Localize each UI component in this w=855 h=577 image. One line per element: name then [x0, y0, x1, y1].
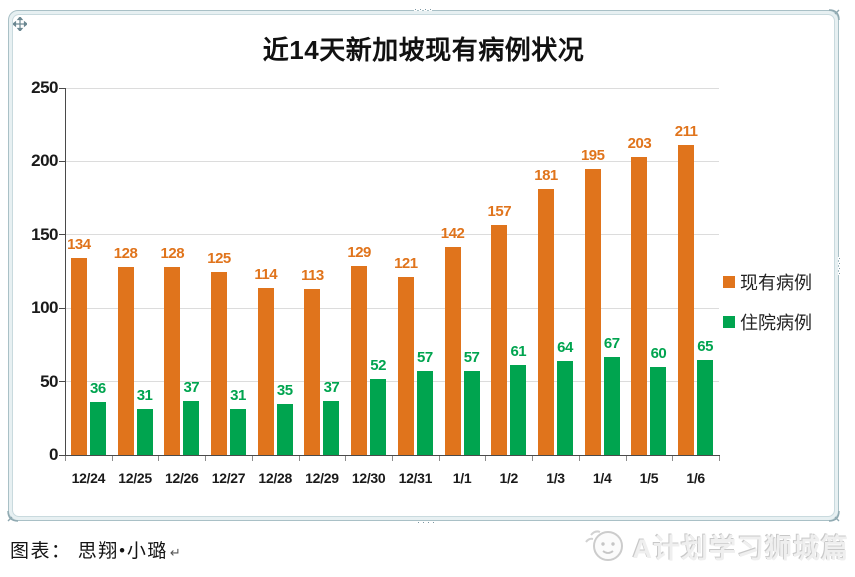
top-edge-grip[interactable] — [414, 8, 432, 11]
bottom-edge-grip[interactable] — [417, 521, 435, 524]
resize-handle-bottom-left[interactable] — [6, 509, 20, 523]
resize-handle-bottom-right[interactable] — [827, 509, 841, 523]
chart-object-frame[interactable] — [6, 8, 841, 524]
move-handle-icon[interactable] — [12, 16, 28, 32]
watermark: A计划学习狮城篇 — [583, 523, 850, 570]
chart-caption: 图表： 思翔•小璐 ↵ — [10, 536, 181, 563]
right-edge-grip[interactable] — [838, 257, 841, 275]
mascot-face-icon — [583, 523, 627, 570]
chart-canvas — [12, 14, 835, 517]
paragraph-return-mark: ↵ — [169, 545, 181, 560]
watermark-text: A计划学习狮城篇 — [632, 534, 849, 564]
resize-handle-top-right[interactable] — [827, 8, 841, 22]
caption-text: 图表： 思翔•小璐 — [10, 541, 168, 562]
